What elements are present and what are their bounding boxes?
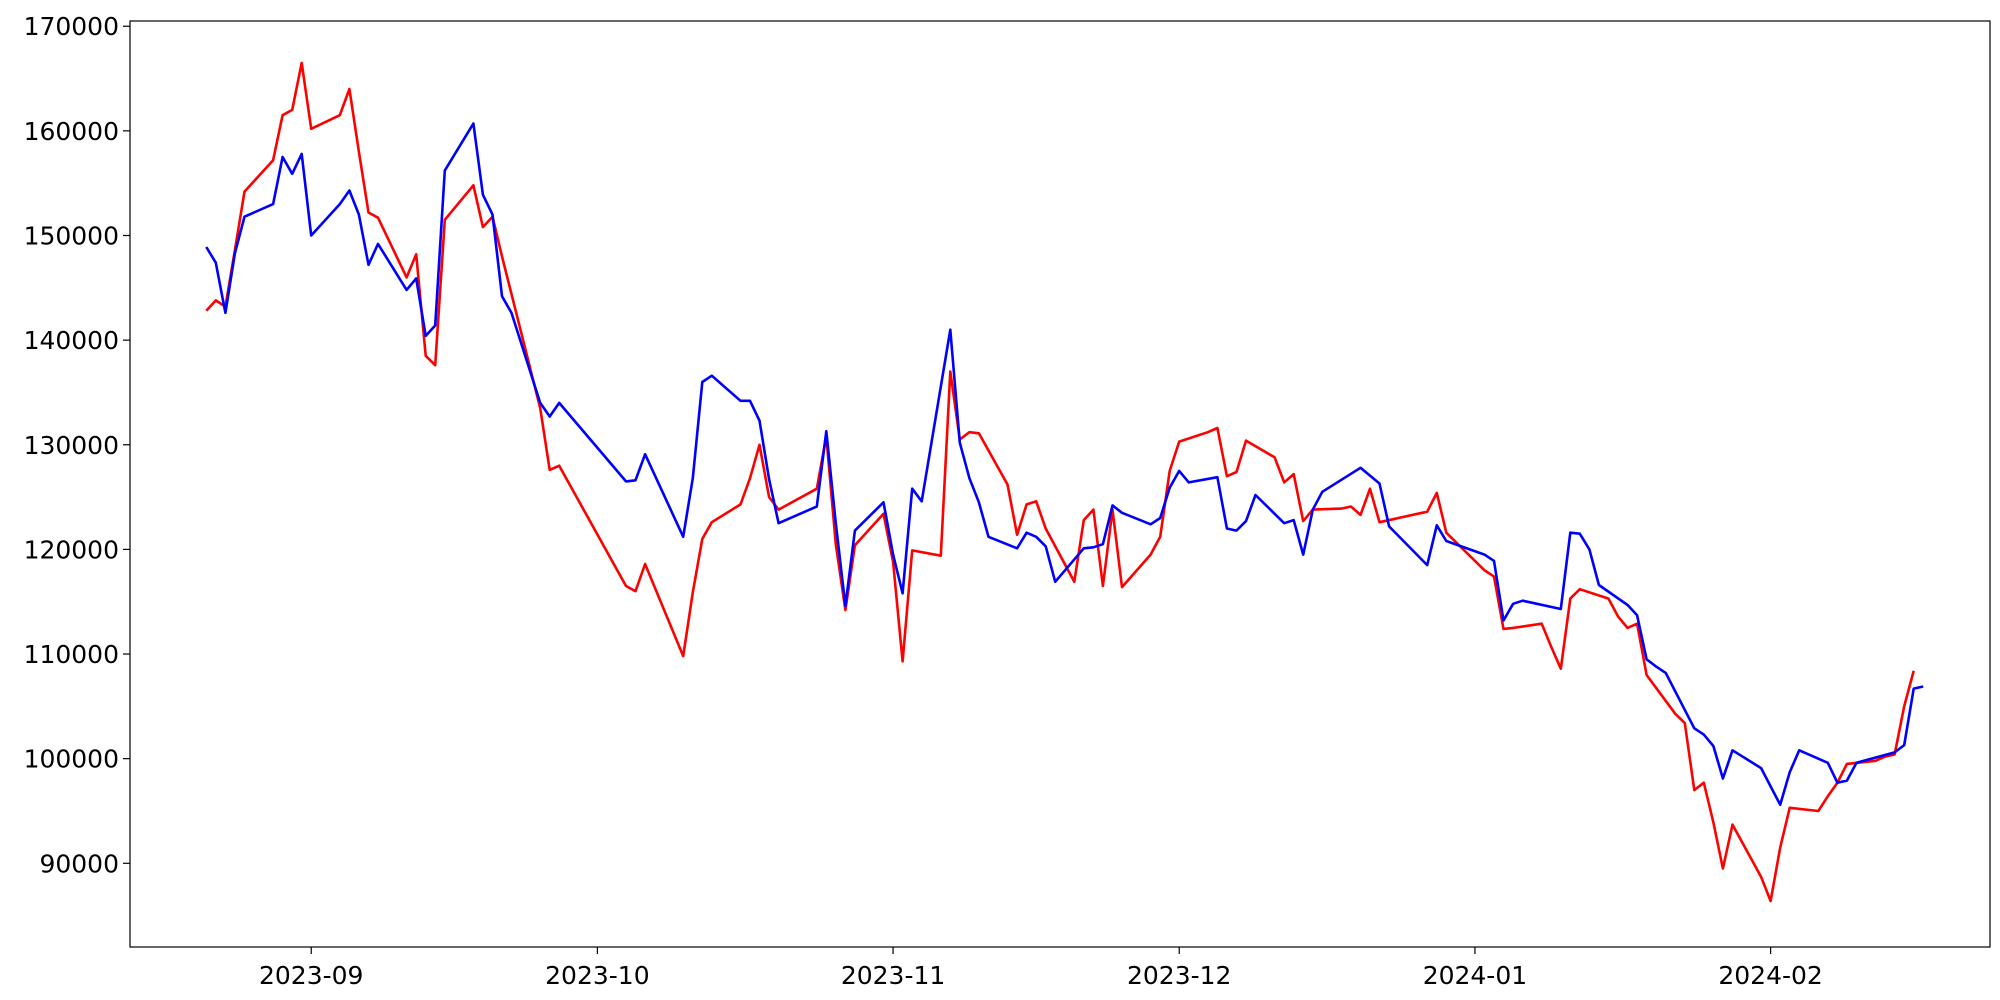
y-tick-label: 100000 (24, 745, 119, 774)
x-tick-label: 2023-12 (1127, 961, 1231, 990)
series-layer (205, 61, 1924, 903)
y-axis: 90000 100000 110000 120000 130000 140000 15000… (24, 12, 130, 878)
y-tick-label: 90000 (39, 849, 119, 878)
x-axis: 2023-09 2023-10 2023-11 2023-12 2024-01 2024-… (259, 947, 1823, 990)
y-tick-label: 140000 (24, 326, 119, 355)
series-line-1 (205, 61, 1915, 903)
x-tick-label: 2024-01 (1423, 961, 1527, 990)
x-tick-label: 2023-09 (259, 961, 363, 990)
y-tick-label: 130000 (24, 431, 119, 460)
y-tick-label: 110000 (24, 640, 119, 669)
y-tick-label: 160000 (24, 117, 119, 146)
plot-frame (129, 20, 1991, 948)
x-tick-label: 2023-11 (841, 961, 945, 990)
x-tick-label: 2023-10 (545, 961, 649, 990)
y-tick-label: 120000 (24, 535, 119, 564)
y-tick-label: 150000 (24, 221, 119, 250)
y-tick-label: 170000 (24, 12, 119, 41)
series-line-2 (205, 122, 1924, 807)
x-tick-label: 2024-02 (1718, 961, 1822, 990)
